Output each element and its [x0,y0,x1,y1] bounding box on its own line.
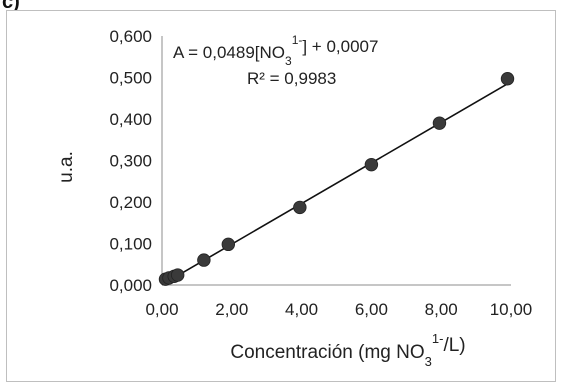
y-tick-label: 0,400 [109,110,152,129]
y-tick-label: 0,100 [109,235,152,254]
r-squared-label: R² = 0,9983 [247,69,336,88]
trendline [161,82,510,286]
data-points [158,72,515,286]
data-point [432,116,447,130]
regression-equation: A = 0,0489[NO31-] + 0,0007 [173,33,378,68]
x-tick-label: 2,00 [215,300,248,319]
x-tick-label: 8,00 [425,300,458,319]
x-tick-label: 10,00 [490,300,533,319]
data-point [500,72,515,86]
data-point [364,157,379,172]
x-tick-label: 0,00 [145,300,178,319]
data-point [171,268,185,282]
x-tick-label: 4,00 [285,300,318,319]
data-point [293,200,307,215]
data-point [197,253,211,267]
y-axis-title: u.a. [56,151,77,183]
x-axis-title: Concentración (mg NO31-/L) [230,331,465,369]
chart-frame [6,10,556,382]
y-tick-labels: 0,000 0,100 0,200 0,300 0,400 0,500 0,600 [109,27,152,295]
y-tick-label: 0,200 [109,193,152,212]
y-tick-label: 0,500 [109,69,152,88]
y-tick-label: 0,000 [109,276,152,295]
panel-label: c) [2,0,20,13]
axes [161,36,511,286]
data-point [221,237,236,252]
x-tick-label: 6,00 [355,300,388,319]
y-tick-label: 0,600 [109,27,152,46]
y-tick-label: 0,300 [109,152,152,171]
x-tick-labels: 0,00 2,00 4,00 6,00 8,00 10,00 [145,300,532,319]
